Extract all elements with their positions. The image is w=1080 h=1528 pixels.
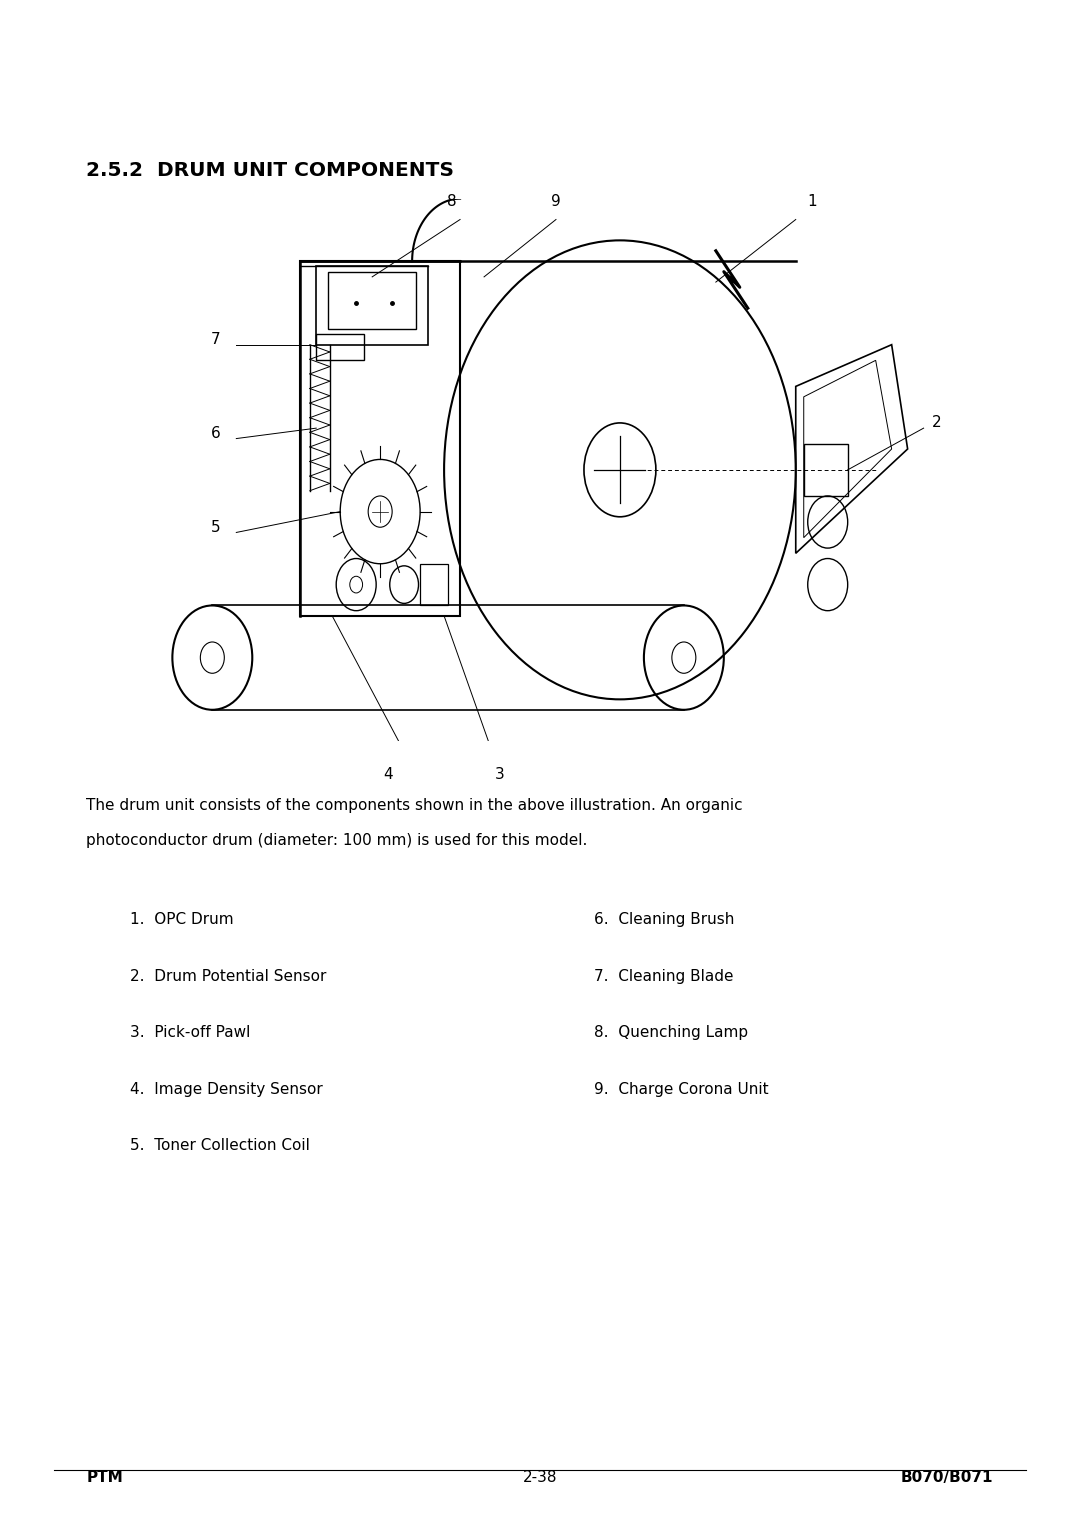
Text: 7.  Cleaning Blade: 7. Cleaning Blade [594, 969, 733, 984]
Text: 9.  Charge Corona Unit: 9. Charge Corona Unit [594, 1082, 769, 1097]
Text: 6: 6 [211, 426, 220, 442]
Bar [300, 261, 460, 616]
Text: 1.  OPC Drum: 1. OPC Drum [130, 912, 233, 927]
Text: 2: 2 [932, 416, 942, 431]
Text: The drum unit consists of the components shown in the above illustration. An org: The drum unit consists of the components… [86, 798, 743, 813]
Text: 4.  Image Density Sensor: 4. Image Density Sensor [130, 1082, 322, 1097]
Bar [804, 443, 848, 497]
Text: 3.  Pick-off Pawl: 3. Pick-off Pawl [130, 1025, 249, 1041]
Text: 5.  Toner Collection Coil: 5. Toner Collection Coil [130, 1138, 310, 1154]
Text: 2-38: 2-38 [523, 1470, 557, 1485]
Text: 3: 3 [495, 767, 505, 782]
Text: 4: 4 [383, 767, 393, 782]
Text: B070/B071: B070/B071 [901, 1470, 994, 1485]
Bar [316, 266, 428, 345]
Circle shape [368, 497, 392, 527]
Text: 8: 8 [447, 194, 457, 209]
Text: 2.  Drum Potential Sensor: 2. Drum Potential Sensor [130, 969, 326, 984]
Bar [328, 272, 416, 329]
Text: 6.  Cleaning Brush: 6. Cleaning Brush [594, 912, 734, 927]
Text: 2.5.2  DRUM UNIT COMPONENTS: 2.5.2 DRUM UNIT COMPONENTS [86, 162, 455, 180]
Text: 9: 9 [551, 194, 561, 209]
Text: 1: 1 [807, 194, 816, 209]
Text: photoconductor drum (diameter: 100 mm) is used for this model.: photoconductor drum (diameter: 100 mm) i… [86, 833, 588, 848]
Bar [316, 335, 364, 361]
Text: 5: 5 [211, 520, 220, 535]
Text: 8.  Quenching Lamp: 8. Quenching Lamp [594, 1025, 748, 1041]
Text: 7: 7 [211, 332, 220, 347]
Bar [420, 564, 448, 605]
Text: PTM: PTM [86, 1470, 123, 1485]
